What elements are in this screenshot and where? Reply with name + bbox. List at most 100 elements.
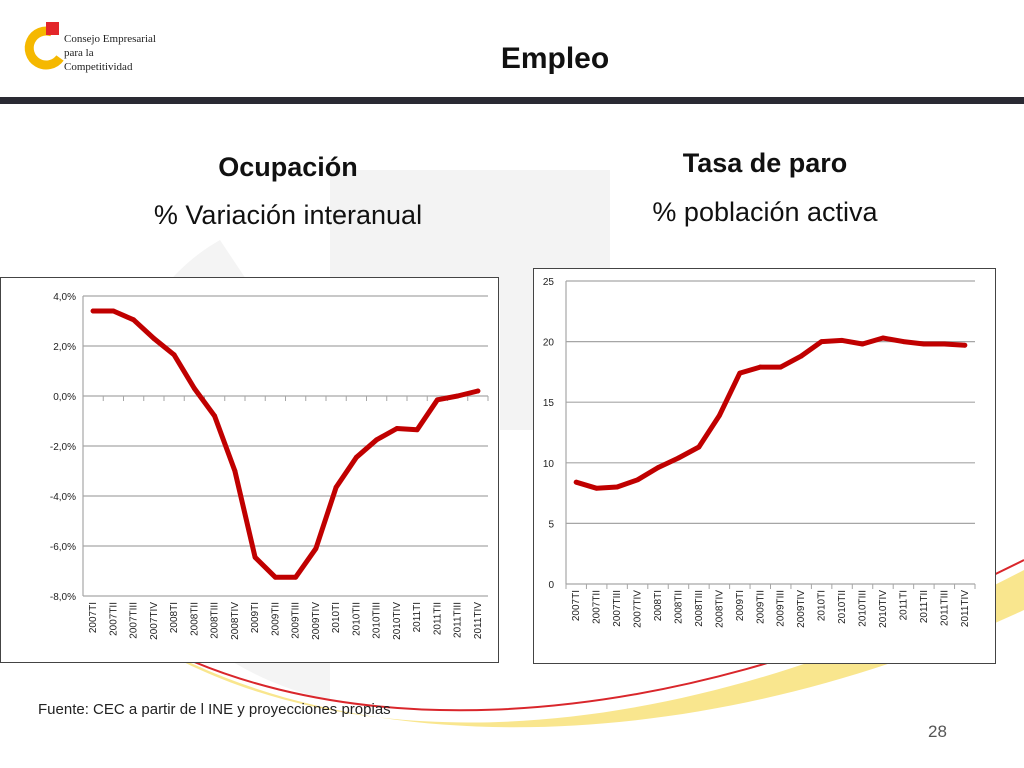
logo-text: Consejo Empresarial para la Competitivid… [64, 33, 156, 73]
data-point [434, 397, 440, 403]
data-point [455, 393, 461, 399]
x-tick-label: 2009TIII [776, 590, 787, 627]
data-point [635, 477, 640, 483]
x-tick-label: 2011TIII [453, 602, 464, 638]
x-tick-label: 2008TI [169, 602, 180, 633]
x-tick-label: 2011TII [919, 590, 930, 623]
unemployment-chart: 25 20 15 10 5 0 2007TI 2007TII 2007TIII 2007TIV 20… [533, 268, 996, 664]
data-point [475, 388, 481, 394]
data-point [839, 337, 845, 343]
x-tick-label: 2008TIV [714, 590, 725, 628]
x-tick-label: 2009TIV [796, 590, 807, 628]
data-point [798, 353, 804, 359]
x-tick-label: 2010TIII [858, 590, 869, 627]
x-tick-label: 2009TI [735, 590, 746, 621]
title-divider [0, 97, 1024, 104]
data-point [90, 308, 96, 314]
series-line [573, 335, 968, 491]
data-point [696, 444, 702, 450]
x-tick-label: 2008TI [653, 590, 664, 621]
x-tick-label: 2008TIII [694, 590, 705, 627]
y-tick-label: 4,0% [53, 292, 76, 303]
data-point [171, 352, 177, 358]
x-tick-label: 2010TI [331, 602, 342, 633]
data-point [573, 479, 579, 485]
x-tick-label: 2010TIII [372, 602, 383, 639]
x-tick-label: 2009TIV [311, 602, 322, 640]
data-point [819, 339, 825, 344]
x-tick-label: 2007TIII [612, 590, 623, 627]
data-point [676, 455, 681, 461]
data-point [921, 341, 927, 347]
data-point [716, 413, 722, 418]
x-tick-label: 2007TIV [633, 590, 644, 628]
data-point [394, 426, 400, 431]
left-chart-heading: Ocupación [218, 152, 358, 182]
x-tick-label: 2009TII [270, 602, 281, 636]
data-point [313, 546, 319, 551]
data-point [614, 484, 620, 490]
data-point [131, 317, 137, 323]
x-tick-label: 2009TIII [291, 602, 302, 639]
x-tick-label: 2011TI [412, 602, 423, 632]
x-tick-label: 2008TIII [210, 602, 221, 639]
employment-chart: 4,0% 2,0% 0,0% -2,0% -4,0% -6,0% -8,0% 2007TI 20… [0, 277, 499, 663]
x-tick-label: 2008TII [189, 602, 200, 636]
data-point [757, 364, 763, 370]
data-point [212, 413, 218, 419]
series-line [90, 308, 481, 580]
x-tick-label: 2011TIV [473, 602, 484, 639]
x-tick-label: 2007TII [592, 590, 603, 624]
data-point [737, 370, 743, 376]
x-tick-label: 2011TIV [960, 590, 971, 627]
y-tick-label: 15 [543, 398, 555, 409]
x-tick-label: 2010TII [837, 590, 848, 624]
data-point [151, 336, 157, 341]
y-tick-label: 0 [548, 580, 554, 591]
y-tick-label: 5 [548, 519, 554, 530]
data-point [353, 454, 359, 460]
x-tick-label: 2007TIII [129, 602, 140, 639]
x-tick-label: 2007TIV [149, 602, 160, 640]
y-tick-label: -8,0% [50, 592, 76, 603]
x-tick-label: 2008TII [673, 590, 684, 624]
data-point [191, 386, 197, 391]
y-tick-label: 20 [543, 338, 555, 349]
x-tick-label: 2011TI [898, 590, 909, 620]
data-point [778, 364, 784, 370]
x-tick-label: 2011TIII [939, 590, 950, 626]
data-point [232, 468, 238, 474]
data-point [901, 339, 906, 344]
data-point [293, 574, 299, 580]
x-tick-label: 2011TII [432, 602, 443, 635]
data-point [860, 341, 865, 347]
data-point [333, 484, 339, 490]
data-point [962, 342, 968, 348]
x-tick-label: 2007TI [571, 590, 582, 621]
x-tick-label: 2008TIV [230, 602, 241, 640]
x-tick-label: 2009TI [250, 602, 261, 633]
data-point [655, 465, 661, 471]
data-point [252, 554, 258, 560]
x-tick-label: 2007TI [88, 602, 99, 633]
y-tick-label: 10 [543, 459, 555, 470]
right-chart-subheading: % población activa [652, 197, 878, 227]
data-point [110, 308, 116, 314]
data-point [272, 574, 278, 580]
y-tick-label: 25 [543, 277, 555, 288]
y-tick-label: -6,0% [50, 542, 76, 553]
left-chart-subheading: % Variación interanual [153, 200, 423, 230]
y-tick-label: -4,0% [50, 492, 76, 503]
y-tick-label: -2,0% [50, 442, 76, 453]
x-tick-label: 2010TII [351, 602, 362, 636]
x-tick-label: 2007TII [108, 602, 119, 636]
data-point [414, 427, 420, 433]
data-point [594, 485, 600, 491]
x-tick-label: 2010TIV [878, 590, 889, 628]
y-tick-label: 0,0% [53, 392, 76, 403]
y-tick-label: 2,0% [53, 342, 76, 353]
page-title: Empleo [500, 42, 610, 75]
data-point [880, 335, 886, 341]
data-point [374, 437, 380, 443]
x-tick-label: 2010TIV [392, 602, 403, 640]
